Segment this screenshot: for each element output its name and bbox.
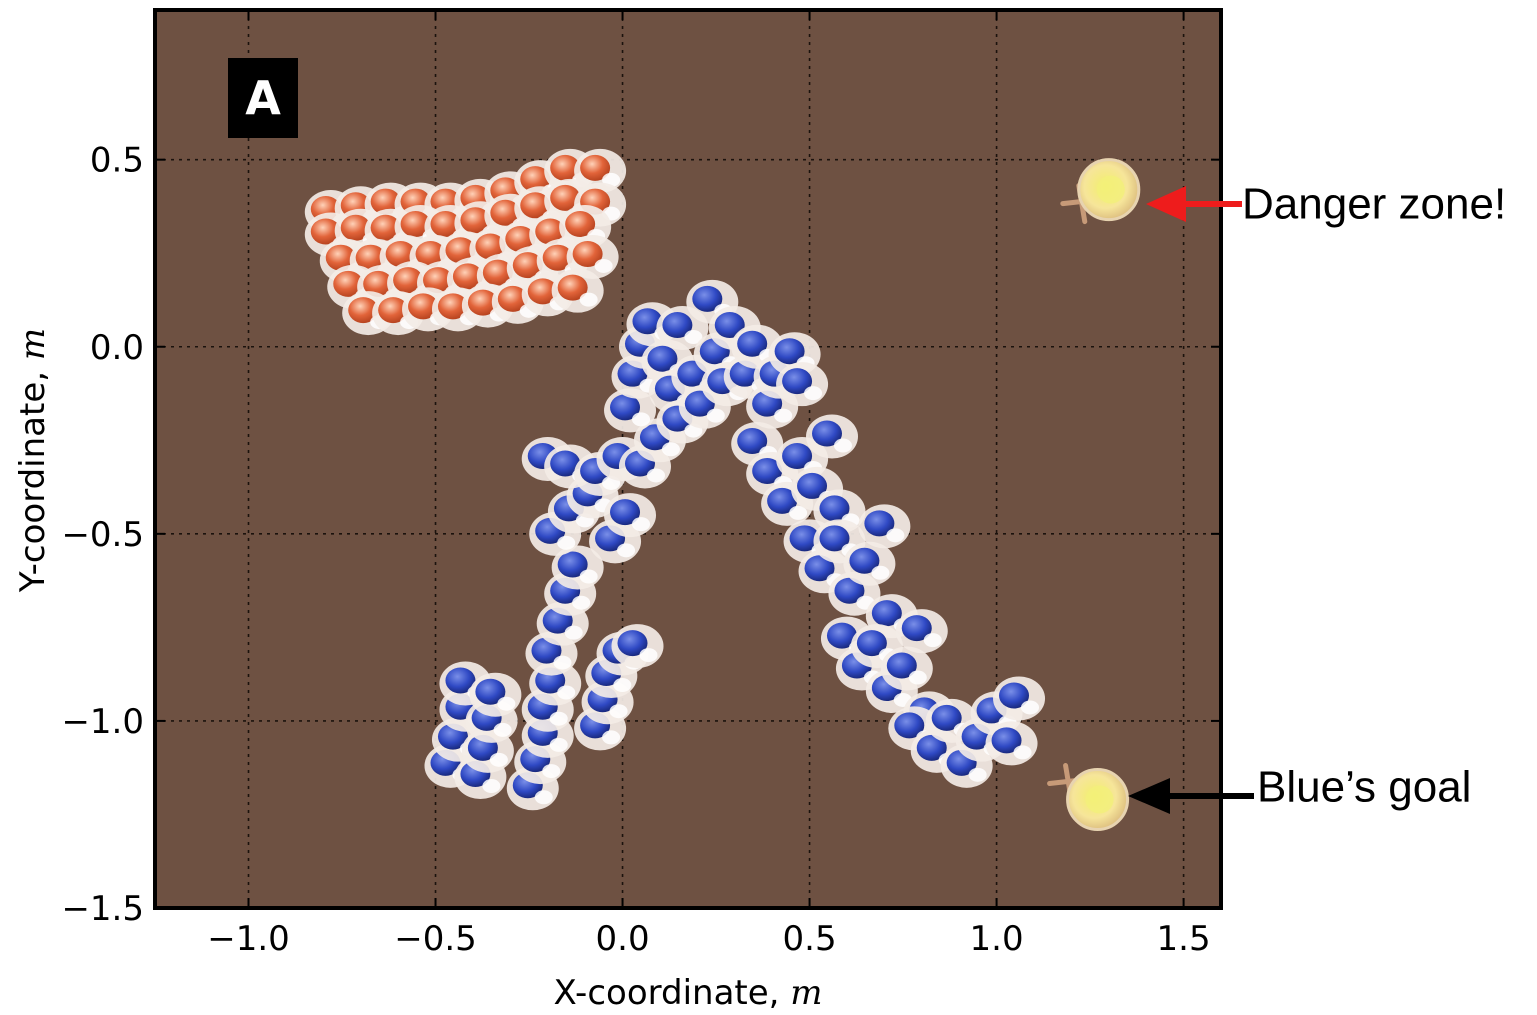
- danger-zone-annotation: Danger zone!: [1146, 180, 1506, 229]
- y-tick-label: −0.5: [61, 515, 144, 555]
- blue-robot-marker: [469, 672, 522, 717]
- x-tick-label: 0.0: [596, 919, 650, 959]
- plot-frame: [153, 8, 1223, 910]
- blue-robot-marker: [880, 646, 933, 691]
- goal-markers: [1047, 158, 1141, 831]
- red-arrow-icon: [1146, 186, 1186, 222]
- red-robot-marker: [551, 268, 604, 313]
- blue-robot-marker: [985, 721, 1038, 766]
- blue-robot-marker: [611, 624, 664, 669]
- blues-goal-annotation: Blue’s goal: [1128, 763, 1471, 814]
- x-tick-label: 1.0: [970, 919, 1024, 959]
- x-tick-label: 0.5: [783, 919, 837, 959]
- x-axis-label: X-coordinate, m: [553, 973, 822, 1013]
- goal-marker: [1047, 762, 1130, 831]
- blue-robot-marker: [858, 504, 911, 549]
- blue-robot-marker: [993, 676, 1046, 721]
- black-arrow-icon: [1128, 778, 1170, 814]
- axis-ticks: −1.0 −0.5 0.0 0.5 1.0 1.5 0.5 0.0 −0.5 −1.0 −1.5: [61, 10, 1221, 959]
- blue-robot-marker: [551, 545, 604, 590]
- x-tick-label: −0.5: [394, 919, 477, 959]
- danger-zone-label: Danger zone!: [1242, 180, 1506, 229]
- red-robot-marker: [566, 234, 619, 279]
- blue-robot-marker: [776, 362, 829, 407]
- x-tick-label: −1.0: [207, 919, 290, 959]
- plot-background: [155, 10, 1221, 908]
- goal-marker: [1060, 158, 1141, 225]
- blue-robot-marker: [604, 388, 657, 433]
- y-tick-label: −1.0: [61, 702, 144, 742]
- red-robot-trajectory: [304, 148, 627, 336]
- x-tick-label: 1.5: [1157, 919, 1211, 959]
- blue-robot-marker: [843, 541, 896, 586]
- blue-robot-marker: [604, 493, 657, 538]
- y-tick-label: −1.5: [61, 889, 144, 929]
- y-axis-label: Y-coordinate, m: [13, 328, 53, 593]
- panel-label: A: [228, 58, 298, 138]
- y-tick-label: 0.5: [90, 141, 144, 181]
- blues-goal-label: Blue’s goal: [1257, 763, 1471, 812]
- red-robot-marker: [574, 148, 627, 193]
- y-tick-label: 0.0: [90, 328, 144, 368]
- blue-robot-trajectory: [424, 279, 1046, 811]
- panel-label-text: A: [245, 71, 281, 125]
- blue-robot-marker: [895, 609, 948, 654]
- blue-robot-marker: [806, 414, 859, 459]
